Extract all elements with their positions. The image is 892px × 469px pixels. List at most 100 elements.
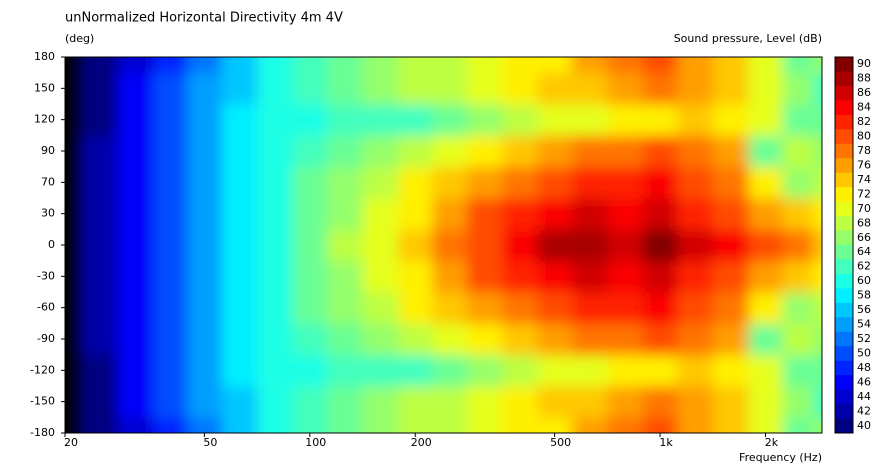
heat-cell — [813, 198, 822, 230]
y-tick-label: -180 — [30, 426, 55, 439]
heat-cell — [398, 292, 433, 324]
colorbar-label: 60 — [857, 274, 871, 287]
heat-cell — [537, 135, 573, 168]
y-tick-label: 180 — [34, 50, 55, 63]
heat-cell — [643, 417, 678, 433]
heat-cell — [362, 260, 399, 293]
heat-cell — [607, 198, 644, 230]
heat-cell — [81, 135, 119, 168]
heat-cell — [117, 198, 154, 230]
heat-cell — [221, 323, 259, 356]
colorbar-label: 88 — [857, 72, 871, 85]
heat-cell — [502, 166, 539, 199]
heat-cell — [572, 417, 609, 433]
colorbar-label: 58 — [857, 289, 871, 302]
heat-cell — [398, 135, 433, 168]
heat-cell — [292, 135, 328, 168]
heat-cell — [65, 166, 83, 199]
heat-cell — [326, 354, 364, 387]
heat-cell — [117, 354, 154, 387]
heat-cell — [677, 198, 714, 230]
heat-cell — [81, 386, 119, 418]
heat-cell — [81, 166, 119, 199]
heat-cell — [502, 323, 539, 356]
heat-cell — [117, 417, 154, 433]
heat-cell — [292, 104, 328, 136]
heat-cell — [117, 135, 154, 168]
heat-cell — [326, 386, 364, 418]
colorbar-swatch — [835, 273, 853, 289]
heat-cell — [782, 386, 814, 418]
colorbar-label: 82 — [857, 115, 871, 128]
heat-cell — [187, 166, 223, 199]
heat-cell — [326, 198, 364, 230]
heat-cell — [502, 229, 539, 262]
colorbar-swatch — [835, 245, 853, 260]
colorbar-swatch — [835, 143, 853, 159]
heat-cell — [432, 57, 468, 74]
x-tick-label: 50 — [203, 436, 217, 449]
heat-cell — [537, 354, 573, 387]
heat-cell — [117, 323, 154, 356]
heat-cell — [221, 57, 259, 74]
heat-cell — [712, 386, 750, 418]
heat-cell — [782, 57, 814, 74]
heat-cell — [572, 386, 609, 418]
heat-cell — [81, 417, 119, 433]
heat-cell — [677, 166, 714, 199]
heat-cell — [466, 104, 504, 136]
heat-cell — [187, 386, 223, 418]
heat-cell — [502, 198, 539, 230]
heat-cell — [748, 166, 783, 199]
heat-cell — [572, 354, 609, 387]
colorbar-label: 66 — [857, 231, 871, 244]
heat-cell — [782, 354, 814, 387]
heat-cell — [362, 323, 399, 356]
heat-cell — [257, 166, 294, 199]
heat-cell — [502, 260, 539, 293]
heat-cell — [748, 323, 783, 356]
y-tick-label: 0 — [48, 238, 55, 251]
heat-cell — [537, 323, 573, 356]
heat-cell — [677, 354, 714, 387]
heat-cell — [326, 292, 364, 324]
heat-cell — [813, 104, 822, 136]
heat-cell — [813, 166, 822, 199]
y-tick-label: 120 — [34, 113, 55, 126]
heat-cell — [292, 323, 328, 356]
colorbar-label: 76 — [857, 158, 871, 171]
heat-cell — [65, 417, 83, 433]
heat-cell — [187, 260, 223, 293]
x-tick-label: 200 — [411, 436, 432, 449]
heat-cell — [221, 166, 259, 199]
heat-cell — [81, 72, 119, 105]
x-tick-label: 2k — [765, 436, 779, 449]
heat-cell — [398, 57, 433, 74]
heat-cell — [432, 354, 468, 387]
heat-cell — [572, 198, 609, 230]
heat-cell — [153, 104, 188, 136]
heat-cell — [257, 417, 294, 433]
heat-cell — [677, 72, 714, 105]
heat-cell — [502, 354, 539, 387]
heat-cell — [81, 198, 119, 230]
heat-cell — [362, 354, 399, 387]
heat-cell — [607, 166, 644, 199]
heat-cell — [153, 260, 188, 293]
heat-cell — [153, 72, 188, 105]
heat-cell — [466, 292, 504, 324]
heat-cell — [257, 72, 294, 105]
heat-cell — [466, 72, 504, 105]
colorbar-label: 56 — [857, 303, 871, 316]
heat-cell — [677, 417, 714, 433]
heat-cell — [677, 292, 714, 324]
heat-cell — [782, 323, 814, 356]
heat-cell — [81, 57, 119, 74]
colorbar-label: 74 — [857, 173, 871, 186]
heat-cell — [537, 72, 573, 105]
colorbar-swatch — [835, 302, 853, 318]
heat-cell — [81, 229, 119, 262]
colorbar-swatch — [835, 100, 853, 116]
heat-cell — [748, 386, 783, 418]
heat-cell — [813, 386, 822, 418]
